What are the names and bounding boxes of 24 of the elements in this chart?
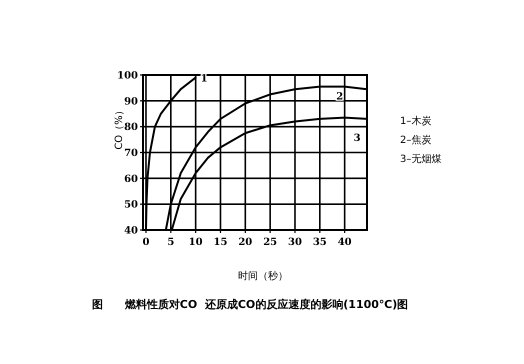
- x-tick-label: 40: [338, 237, 352, 248]
- y-tick-label: 70: [124, 148, 138, 159]
- text: 图 燃料性质对CO 还原成CO的反应速度的影响(1100℃)图: [92, 298, 408, 311]
- x-tick-label: 35: [312, 237, 327, 248]
- x-tick-label: 0: [142, 237, 150, 248]
- y-tick-label: 80: [124, 122, 138, 134]
- x-tick-label: 10: [188, 237, 203, 248]
- text: 3–无烟煤: [400, 153, 442, 165]
- x-tick-label: 30: [288, 237, 302, 248]
- y-tick-label: 90: [124, 96, 138, 108]
- x-tick-label: 5: [167, 237, 174, 248]
- y-tick-label: 60: [124, 174, 138, 185]
- y-axis-title: CO（%）: [114, 105, 125, 150]
- x-axis-title: 时间（秒）: [238, 270, 288, 282]
- series-label: 3: [354, 132, 361, 144]
- text: 2–焦炭: [400, 134, 432, 146]
- x-tick-label: 25: [263, 237, 278, 248]
- x-tick-label: 15: [214, 237, 228, 248]
- y-tick-label: 40: [124, 226, 138, 236]
- y-tick-label: 100: [117, 70, 138, 82]
- x-tick-label: 20: [238, 237, 252, 248]
- series-label: 2: [336, 92, 344, 103]
- y-tick-label: 50: [124, 200, 138, 211]
- text: 1–木炭: [400, 115, 432, 127]
